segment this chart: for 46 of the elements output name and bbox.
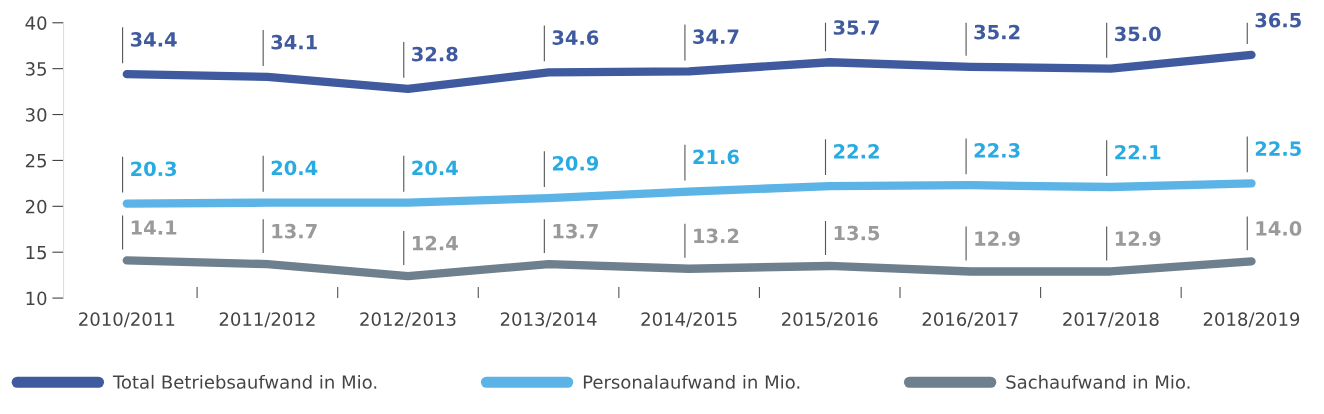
data-label: 22.2: [834, 144, 879, 159]
data-label: 35.2: [974, 24, 1020, 40]
x-tick-label: 2014/2015: [641, 312, 737, 328]
data-label: 12.4: [412, 235, 458, 251]
data-label: 34.6: [552, 30, 599, 45]
legend-label: Total Betriebsaufwand in Mio.: [112, 374, 377, 389]
data-label: 20.9: [552, 155, 599, 171]
data-label: 36.5: [1255, 12, 1301, 28]
x-tick-label: 2017/2018: [1063, 312, 1159, 328]
x-tick-label: 2010/2011: [79, 312, 175, 328]
data-label: 14.0: [1256, 221, 1302, 236]
data-label: 35.7: [833, 20, 879, 35]
x-tick-label: 2013/2014: [500, 312, 597, 328]
data-label: 20.4: [412, 160, 458, 176]
y-tick-label: 35: [25, 62, 46, 76]
data-label: 22.1: [1115, 144, 1161, 160]
data-label: 12.9: [1115, 231, 1161, 246]
x-tick-label: 2016/2017: [922, 312, 1018, 328]
data-label: 13.2: [694, 228, 739, 244]
data-label: 35.0: [1115, 26, 1161, 42]
x-tick-label: 2018/2019: [1203, 312, 1300, 328]
data-label: 14.1: [131, 220, 177, 235]
y-tick-label: 30: [25, 108, 47, 122]
data-label: 22.5: [1255, 141, 1301, 156]
x-tick-label: 2011/2012: [219, 312, 315, 328]
data-label: 20.3: [131, 161, 177, 177]
data-label: 13.5: [834, 225, 880, 241]
data-label: 12.9: [975, 231, 1020, 246]
data-label: 20.4: [271, 160, 318, 176]
data-label: 32.8: [412, 46, 458, 62]
data-label: 34.7: [693, 29, 739, 45]
data-label: 22.3: [974, 143, 1020, 158]
y-tick-label: 20: [25, 199, 47, 214]
y-tick-label: 15: [26, 245, 46, 260]
data-label: 21.6: [693, 149, 739, 165]
legend-label: Sachaufwand in Mio.: [1006, 374, 1190, 389]
x-tick-label: 2015/2016: [782, 312, 878, 328]
data-label: 34.4: [130, 32, 177, 47]
data-label: 34.1: [271, 34, 317, 50]
y-tick-label: 40: [25, 16, 47, 30]
x-tick-label: 2012/2013: [360, 312, 456, 328]
data-label: 13.7: [553, 223, 598, 239]
y-tick-label: 10: [26, 291, 47, 306]
legend-label: Personalaufwand in Mio.: [583, 374, 800, 389]
data-label: 13.7: [272, 223, 317, 239]
y-tick-label: 25: [25, 153, 46, 168]
